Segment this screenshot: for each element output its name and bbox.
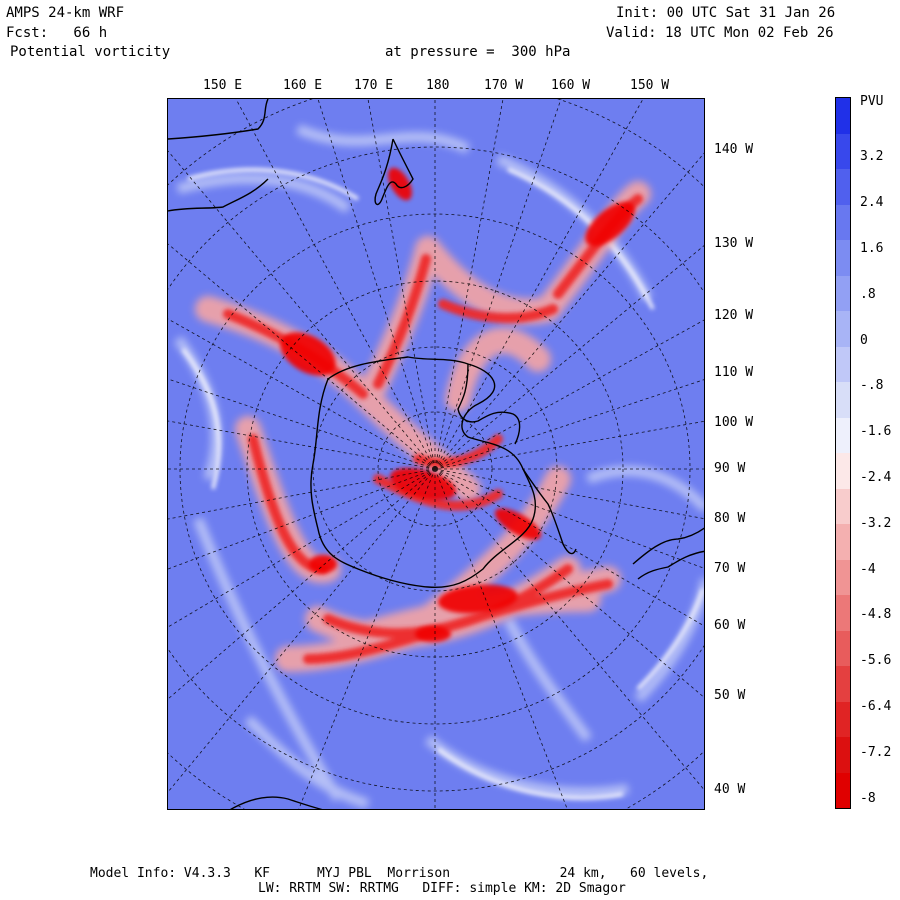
lon-label-170w: 170 W <box>484 78 524 93</box>
lon-label-80w: 80 W <box>714 511 746 526</box>
lon-label-130w: 130 W <box>714 236 754 251</box>
init-time: Init: 00 UTC Sat 31 Jan 26 <box>616 5 836 21</box>
new-zealand <box>374 138 414 206</box>
antarctic-peninsula <box>522 468 577 555</box>
lon-label-140w: 140 W <box>714 142 754 157</box>
colorbar-label: 0 <box>860 333 868 348</box>
model-info-line2: LW: RRTM SW: RRTMG DIFF: simple KM: 2D S… <box>258 881 626 896</box>
colorbar-label: -.8 <box>860 378 884 393</box>
bottom-land <box>230 796 323 809</box>
colorbar-segment <box>836 275 850 312</box>
lon-label-170e: 170 E <box>354 78 394 93</box>
colorbar-segment <box>836 772 850 808</box>
antarctica-coast <box>310 356 537 588</box>
colorbar-label: 3.2 <box>860 149 884 164</box>
lon-label-90w: 90 W <box>714 461 746 476</box>
colorbar-segment <box>836 488 850 525</box>
lon-label-50w: 50 W <box>714 688 746 703</box>
colorbar-segment <box>836 169 850 205</box>
colorbar-label: 2.4 <box>860 195 884 210</box>
colorbar-segment <box>836 240 850 276</box>
model-title: AMPS 24-km WRF <box>6 5 125 21</box>
colorbar-segment <box>836 204 850 241</box>
pressure-level: at pressure = 300 hPa <box>385 44 571 60</box>
lon-label-70w: 70 W <box>714 561 746 576</box>
australia <box>168 99 269 212</box>
lon-label-180: 180 <box>426 78 450 93</box>
colorbar-segment <box>836 666 850 702</box>
colorbar-label: -2.4 <box>860 470 892 485</box>
colorbar-segment <box>836 630 850 667</box>
field-name: Potential vorticity <box>10 44 171 60</box>
lon-label-40w: 40 W <box>714 782 746 797</box>
model-info-line1: Model Info: V4.3.3 KF MYJ PBL Morrison 2… <box>90 866 709 881</box>
colorbar-segment <box>836 417 850 454</box>
pvu-colorbar <box>835 97 851 809</box>
colorbar-segment <box>836 98 850 134</box>
ross-sea-coast <box>457 363 521 445</box>
pv-map <box>167 98 705 810</box>
colorbar-label: 1.6 <box>860 241 884 256</box>
lon-label-150e: 150 E <box>203 78 243 93</box>
south-america <box>632 527 704 580</box>
colorbar-segment <box>836 737 850 773</box>
colorbar-segment <box>836 701 850 738</box>
colorbar-segment <box>836 524 850 560</box>
colorbar-label: -4 <box>860 562 876 577</box>
lon-label-150w: 150 W <box>630 78 670 93</box>
forecast-hour: Fcst: 66 h <box>6 25 108 41</box>
pv-map-canvas <box>168 99 704 809</box>
colorbar-segment <box>836 382 850 418</box>
coastlines <box>168 99 704 809</box>
colorbar-label: -3.2 <box>860 516 892 531</box>
colorbar-label: .8 <box>860 287 876 302</box>
colorbar-label: -4.8 <box>860 607 892 622</box>
valid-time: Valid: 18 UTC Mon 02 Feb 26 <box>606 25 834 41</box>
lon-label-60w: 60 W <box>714 618 746 633</box>
colorbar-segment <box>836 133 850 170</box>
colorbar-segment <box>836 346 850 383</box>
colorbar-segment <box>836 453 850 489</box>
colorbar-label: -8 <box>860 791 876 806</box>
colorbar-label: -7.2 <box>860 745 892 760</box>
colorbar-label: -5.6 <box>860 653 892 668</box>
lon-label-160e: 160 E <box>283 78 323 93</box>
lon-label-110w: 110 W <box>714 365 754 380</box>
lon-label-100w: 100 W <box>714 415 754 430</box>
colorbar-segment <box>836 311 850 347</box>
graticule <box>168 99 704 809</box>
colorbar-label: -6.4 <box>860 699 892 714</box>
lon-label-160w: 160 W <box>551 78 591 93</box>
colorbar-unit: PVU <box>860 94 884 109</box>
lon-label-120w: 120 W <box>714 308 754 323</box>
colorbar-segment <box>836 595 850 631</box>
colorbar-label: -1.6 <box>860 424 892 439</box>
colorbar-segment <box>836 559 850 596</box>
